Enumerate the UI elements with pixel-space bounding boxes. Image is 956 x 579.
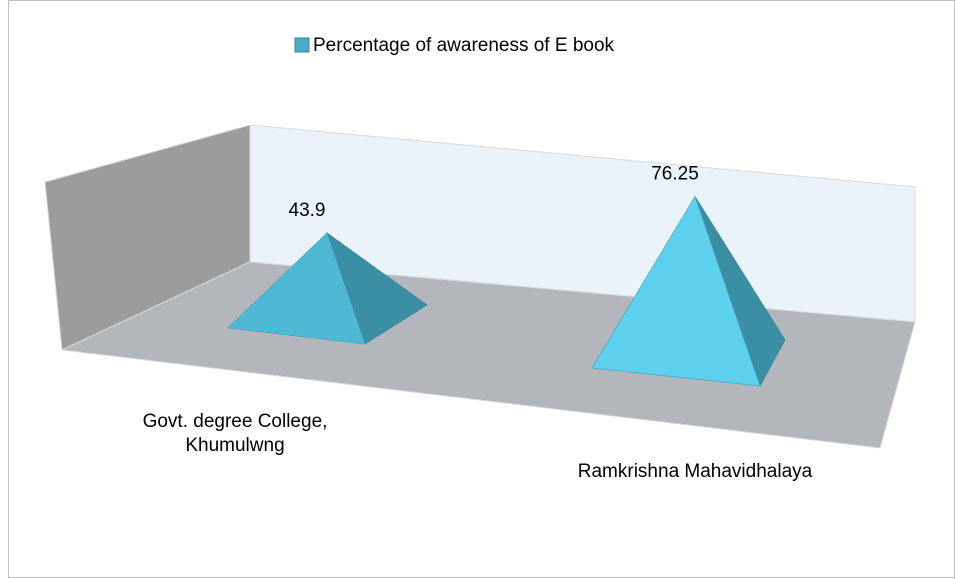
x-tick-label: Govt. degree College, Khumulwng	[142, 411, 328, 456]
legend-swatch	[294, 37, 310, 53]
data-label: 76.25	[651, 163, 699, 184]
pyramid-front	[227, 232, 366, 345]
x-tick-label: Ramkrishna Mahavidhalaya	[577, 461, 813, 482]
pyramid-front	[591, 195, 761, 387]
legend-label: Percentage of awareness of E book	[313, 35, 615, 56]
data-label: 43.9	[289, 200, 326, 221]
